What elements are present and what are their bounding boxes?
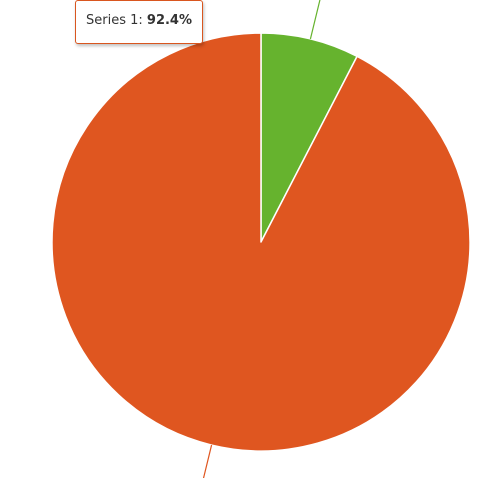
slice-connector-0 [309,0,321,40]
tooltip-value: 92.4% [146,13,193,28]
pie-slice-1[interactable] [51,32,471,452]
chart-tooltip: Series 1: 92.4% [75,0,204,44]
slice-connector-1 [201,444,213,482]
pie-slice-0[interactable] [260,32,358,243]
tooltip-series-label: Series 1: [86,13,147,28]
